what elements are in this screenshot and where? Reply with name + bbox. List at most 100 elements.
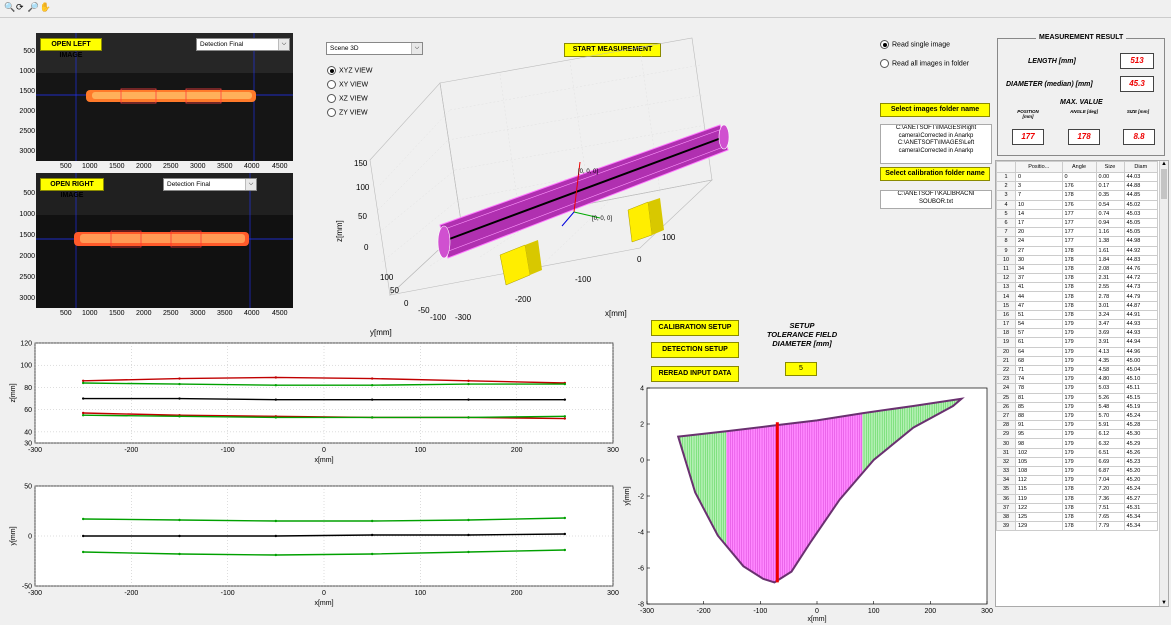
open-right-image-button[interactable]: OPEN RIGHT IMAGE [40, 178, 104, 199]
table-row[interactable]: 6 17 177 0.94 45.05 [996, 217, 1159, 229]
table-row[interactable]: 27 88 179 5.70 45.24 [996, 410, 1159, 422]
right-mode-select[interactable]: Detection Final ⌵ [163, 178, 257, 191]
table-cell: 112 [1015, 475, 1063, 486]
y-tick-label: 0 [640, 458, 644, 465]
table-cell: 3 [1015, 181, 1063, 192]
table-row[interactable]: 15 47 178 3.01 44.87 [996, 300, 1159, 311]
table-row[interactable]: 23 74 179 4.80 45.10 [996, 374, 1159, 385]
table-row[interactable]: 26 85 179 5.48 45.19 [996, 401, 1159, 412]
table-row[interactable]: 37 122 178 7.51 45.31 [996, 502, 1159, 513]
table-cell: 45.30 [1123, 429, 1159, 440]
table-row[interactable]: 24 78 179 5.03 45.11 [996, 383, 1159, 394]
start-measurement-button[interactable]: START MEASUREMENT [564, 43, 661, 57]
scene-3d-view[interactable]: [0, 0, 0] [0, 0, 0] 150 100 50 0 z[mm] 1… [330, 30, 730, 340]
table-row[interactable]: 34 112 179 7.04 45.20 [996, 475, 1159, 486]
zoom-out-icon[interactable]: 🔎 [27, 2, 40, 12]
reread-input-data-button[interactable]: REREAD INPUT DATA [651, 366, 739, 382]
table-cell: 177 [1061, 208, 1097, 219]
table-cell: 178 [1061, 291, 1097, 302]
table-row[interactable]: 8 24 177 1.38 44.98 [996, 236, 1159, 247]
data-point [467, 398, 470, 401]
table-scrollbar[interactable]: ▲ ▼ [1159, 161, 1168, 606]
rotate-3d-icon[interactable]: ⟳ [15, 2, 24, 12]
left-mode-value: Detection Final [200, 41, 244, 48]
table-row[interactable]: 14 44 178 2.78 44.79 [996, 291, 1159, 302]
scroll-thumb[interactable] [1161, 169, 1167, 199]
table-cell: 5.03 [1095, 383, 1125, 394]
table-row[interactable]: 31 102 179 6.51 45.26 [996, 447, 1159, 458]
table-row[interactable]: 19 61 179 3.91 44.94 [996, 337, 1159, 348]
view-radio-xy[interactable]: XY VIEW [327, 80, 368, 89]
open-left-image-button[interactable]: OPEN LEFT IMAGE [40, 38, 102, 59]
row-number: 29 [996, 429, 1016, 440]
detection-setup-button[interactable]: DETECTION SETUP [651, 342, 739, 358]
data-point [467, 416, 470, 419]
table-cell: 37 [1015, 273, 1063, 284]
tolerance-value-field[interactable]: 5 [785, 362, 817, 376]
view-radio-xyz[interactable]: XYZ VIEW [327, 66, 372, 75]
tick: 2000 [136, 163, 152, 170]
data-point [370, 377, 374, 380]
table-cell: 7.20 [1095, 484, 1125, 495]
table-row[interactable]: 5 14 177 0.74 45.03 [996, 208, 1159, 219]
table-cell: 7.36 [1095, 493, 1125, 504]
table-cell: 44.88 [1123, 181, 1159, 192]
table-row[interactable]: 10 30 178 1.84 44.83 [996, 254, 1159, 265]
view-label: XZ VIEW [339, 95, 368, 103]
table-row[interactable]: 38 125 178 7.65 45.34 [996, 511, 1159, 523]
table-row[interactable]: 25 81 179 5.26 45.15 [996, 392, 1159, 403]
table-row[interactable]: 32 105 179 6.69 45.23 [996, 456, 1159, 468]
table-row[interactable]: 2 3 176 0.17 44.88 [996, 181, 1159, 192]
table-row[interactable]: 35 115 178 7.20 45.24 [996, 484, 1159, 495]
read-all-radio[interactable]: Read all images in folder [880, 59, 969, 68]
y-tick-label: 100 [20, 363, 32, 370]
select-calibration-folder-button[interactable]: Select calibration folder name [880, 167, 990, 181]
column-header[interactable]: Size [1095, 161, 1125, 173]
y-tick: 100 [380, 273, 394, 282]
view-radio-zy[interactable]: ZY VIEW [327, 108, 368, 117]
select-images-folder-button[interactable]: Select images folder name [880, 103, 990, 117]
table-row[interactable]: 20 64 179 4.13 44.96 [996, 346, 1159, 357]
tick: 3500 [217, 310, 233, 317]
view-radio-xz[interactable]: XZ VIEW [327, 94, 368, 103]
table-row[interactable]: 29 95 179 6.12 45.30 [996, 429, 1159, 440]
pan-hand-icon[interactable]: ✋ [39, 2, 52, 12]
row-number: 39 [996, 521, 1016, 532]
table-cell: 44.87 [1123, 300, 1159, 311]
row-number: 34 [996, 475, 1016, 486]
table-row[interactable]: 7 20 177 1.16 45.05 [996, 227, 1159, 238]
table-row[interactable]: 1 0 0 0.00 44.03 [996, 171, 1159, 183]
table-row[interactable]: 18 57 179 3.69 44.93 [996, 328, 1159, 339]
measurement-table[interactable]: Positio... Angle Size Diam 1 0 0 0.00 44.03 2… [995, 160, 1169, 607]
column-header[interactable]: Angle [1061, 161, 1097, 173]
scroll-up-icon[interactable]: ▲ [1161, 161, 1167, 167]
table-row[interactable]: 12 37 178 2.31 44.72 [996, 273, 1159, 284]
diameter-label: DIAMETER (median) [mm] [1006, 81, 1093, 88]
scene-select[interactable]: Scene 3D ⌵ [326, 42, 423, 55]
table-row[interactable]: 21 68 179 4.35 45.00 [996, 355, 1159, 366]
read-single-radio[interactable]: Read single image [880, 40, 950, 49]
table-row[interactable]: 4 10 176 0.54 45.02 [996, 199, 1159, 210]
table-cell: 178 [1061, 309, 1097, 321]
calibration-setup-button[interactable]: CALIBRATION SETUP [651, 320, 739, 336]
table-row[interactable]: 13 41 178 2.55 44.73 [996, 282, 1159, 293]
table-cell: 178 [1061, 273, 1097, 284]
left-mode-select[interactable]: Detection Final ⌵ [196, 38, 290, 51]
table-row[interactable]: 17 54 179 3.47 44.93 [996, 318, 1159, 330]
table-row[interactable]: 22 71 179 4.58 45.04 [996, 364, 1159, 376]
zoom-in-icon[interactable]: 🔍 [4, 2, 16, 12]
column-header[interactable]: Positio... [1015, 161, 1063, 173]
table-cell: 102 [1015, 447, 1063, 458]
column-header[interactable]: Diam [1123, 161, 1159, 173]
table-row[interactable]: 11 34 178 2.08 44.76 [996, 263, 1159, 275]
table-row[interactable]: 33 108 179 6.87 45.20 [996, 465, 1159, 477]
table-row[interactable]: 39 129 178 7.79 45.34 [996, 521, 1159, 532]
data-point [81, 397, 85, 400]
table-row[interactable]: 28 91 179 5.91 45.28 [996, 420, 1159, 431]
table-row[interactable]: 16 51 178 3.24 44.91 [996, 309, 1159, 321]
scroll-down-icon[interactable]: ▼ [1161, 600, 1167, 606]
table-row[interactable]: 3 7 178 0.35 44.85 [996, 190, 1159, 201]
table-row[interactable]: 9 27 178 1.61 44.92 [996, 245, 1159, 256]
table-row[interactable]: 36 119 178 7.36 45.27 [996, 493, 1159, 504]
table-row[interactable]: 30 98 179 6.32 45.29 [996, 438, 1159, 449]
